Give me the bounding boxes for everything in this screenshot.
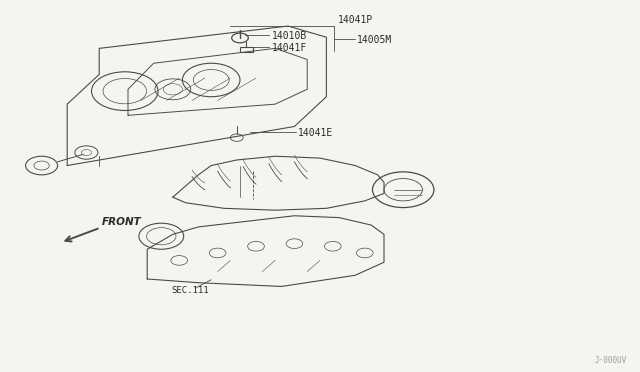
Text: 14041P: 14041P xyxy=(338,15,373,25)
Text: 14041F: 14041F xyxy=(271,44,307,53)
Bar xyxy=(240,46,253,52)
Text: J·000UV: J·000UV xyxy=(595,356,627,365)
Text: FRONT: FRONT xyxy=(102,217,141,227)
Text: SEC.111: SEC.111 xyxy=(172,286,209,295)
Text: 14010B: 14010B xyxy=(271,32,307,41)
Text: 14041E: 14041E xyxy=(298,128,333,138)
Text: 14005M: 14005M xyxy=(357,35,392,45)
